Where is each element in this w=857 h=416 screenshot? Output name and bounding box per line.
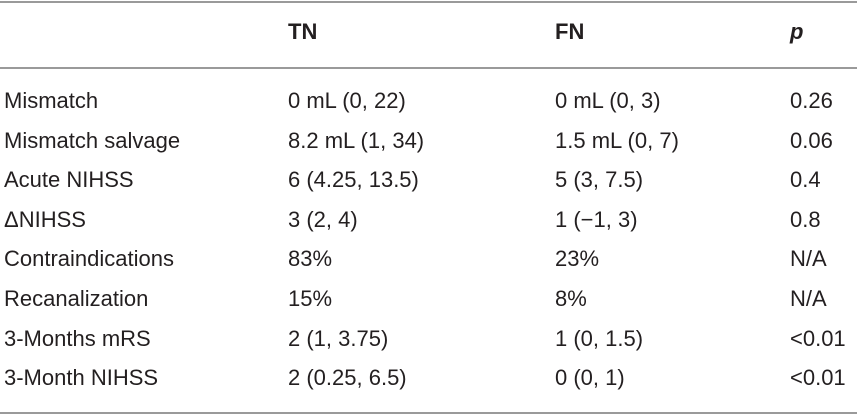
table-cell: 1 (−1, 3) xyxy=(555,206,638,232)
table-cell: 8% xyxy=(555,286,587,311)
table-cell: 5 (3, 7.5) xyxy=(555,167,644,193)
row-label: ΔNIHSS xyxy=(4,206,86,232)
table-cell: 1.5 mL (0, 7) xyxy=(555,127,679,153)
bottom-rule xyxy=(0,412,857,414)
table-cell: 2 (1, 3.75) xyxy=(288,325,389,351)
table-cell: <0.01 xyxy=(790,325,846,351)
table-cell: 23% xyxy=(555,246,600,272)
table-cell: 0.4 xyxy=(790,167,821,193)
table-cell: 2 (0.25, 6.5) xyxy=(288,365,407,391)
table-cell: 8.2 mL (1, 34) xyxy=(288,127,425,153)
table-cell: 15% xyxy=(288,286,333,311)
row-label: Mismatch xyxy=(4,88,99,113)
table-cell: <0.01 xyxy=(790,365,846,391)
table-cell: 0 (0, 1) xyxy=(555,365,625,391)
table-cell: 0.06 xyxy=(790,127,833,153)
row-label: Recanalization xyxy=(4,286,149,311)
table-cell: N/A xyxy=(790,286,827,311)
column-header: p xyxy=(790,19,804,44)
table-cell: 0.8 xyxy=(790,206,821,232)
row-label: 3-Months mRS xyxy=(4,325,151,351)
column-header: TN xyxy=(288,19,318,44)
table-cell: 0 mL (0, 22) xyxy=(288,88,406,113)
table-cell: 0.26 xyxy=(790,88,833,113)
table-cell: 6 (4.25, 13.5) xyxy=(288,167,419,193)
header-rule xyxy=(0,67,857,69)
row-label: 3-Month NIHSS xyxy=(4,365,159,391)
table-cell: 83% xyxy=(288,246,333,272)
row-label: Mismatch salvage xyxy=(4,127,181,153)
column-header: FN xyxy=(555,19,585,44)
table-cell: 1 (0, 1.5) xyxy=(555,325,644,351)
row-label: Acute NIHSS xyxy=(4,167,134,193)
table-cell: N/A xyxy=(790,246,827,272)
top-rule xyxy=(0,1,857,3)
table-cell: 0 mL (0, 3) xyxy=(555,88,661,113)
row-label: Contraindications xyxy=(4,246,174,272)
table-cell: 3 (2, 4) xyxy=(288,206,358,232)
